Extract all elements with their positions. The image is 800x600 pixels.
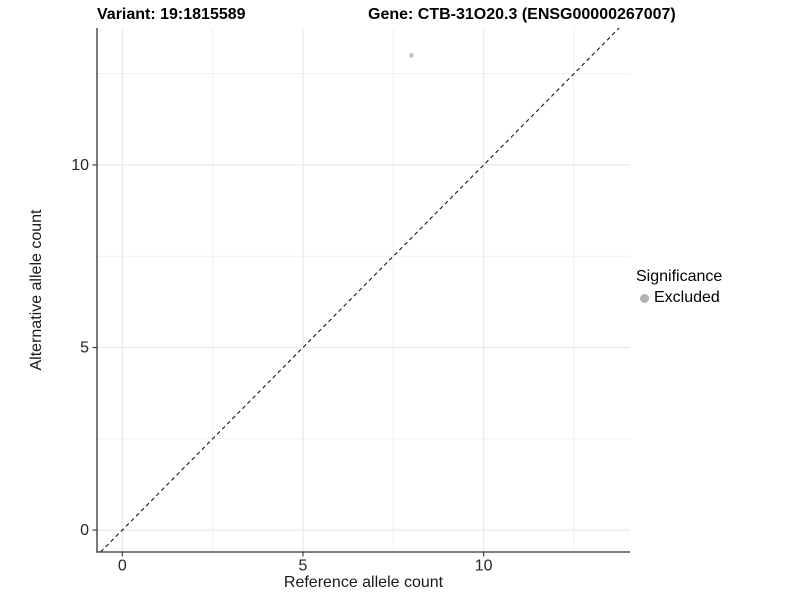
y-axis-title: Alternative allele count (28, 209, 45, 371)
identity-dashed-line (100, 27, 620, 553)
legend: Significance Excluded (636, 266, 722, 308)
legend-item-excluded: Excluded (636, 288, 722, 308)
x-axis-title: Reference allele count (283, 574, 444, 591)
variant-title: Variant: 19:1815589 (97, 6, 246, 23)
legend-item-label: Excluded (654, 289, 720, 306)
x-tick-label: 10 (475, 557, 493, 574)
x-tick-label: 0 (118, 557, 127, 574)
gene-title: Gene: CTB-31O20.3 (ENSG00000267007) (368, 6, 676, 23)
legend-title: Significance (636, 268, 723, 285)
x-tick-label: 5 (299, 557, 308, 574)
excluded-point-icon (640, 293, 649, 303)
y-tick-label: 0 (80, 522, 89, 539)
data-point-excluded (409, 53, 414, 58)
y-tick-label: 5 (80, 340, 89, 357)
y-tick-label: 10 (71, 157, 89, 174)
